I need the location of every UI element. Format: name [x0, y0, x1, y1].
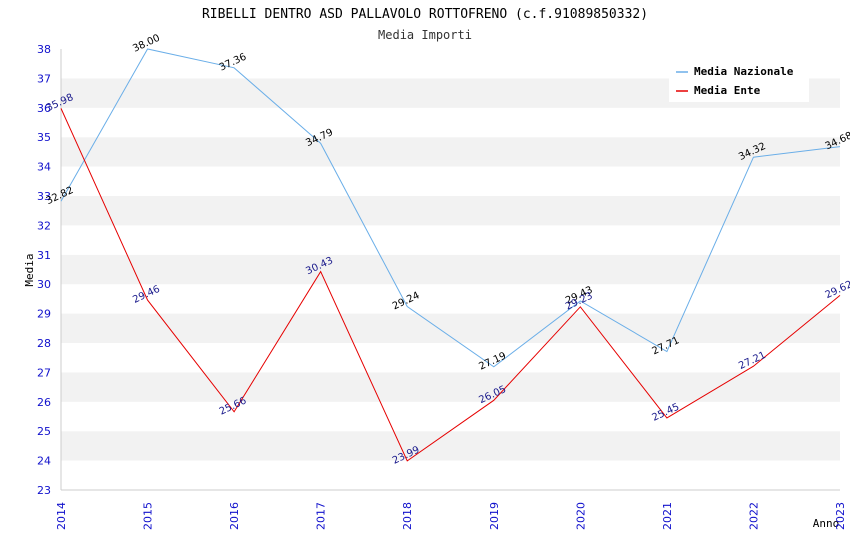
- legend-label-media-ente: Media Ente: [694, 84, 761, 97]
- y-tick-label: 33: [37, 190, 51, 203]
- grid-band: [61, 372, 840, 402]
- grid-band: [61, 254, 840, 285]
- y-tick-label: 36: [37, 102, 51, 115]
- y-tick-label: 28: [37, 337, 51, 350]
- grid-band: [61, 225, 840, 255]
- y-tick-label: 29: [37, 308, 51, 321]
- x-tick-label: 2015: [142, 502, 155, 530]
- grid-band: [61, 401, 840, 432]
- y-tick-label: 37: [37, 72, 51, 85]
- grid-band: [61, 284, 840, 314]
- x-axis-label: Anno: [813, 517, 840, 530]
- y-tick-label: 26: [37, 396, 51, 409]
- y-tick-label: 25: [37, 425, 51, 438]
- x-tick-label: 2020: [574, 502, 587, 530]
- legend-box: [669, 62, 809, 102]
- y-tick-label: 35: [37, 131, 51, 144]
- grid-band: [61, 107, 840, 138]
- x-tick-label: 2022: [747, 502, 760, 530]
- x-tick-label: 2019: [488, 502, 501, 530]
- y-axis-label: Media: [23, 253, 36, 286]
- series-lines: [60, 48, 841, 462]
- grid-band: [61, 313, 840, 343]
- grid-band: [61, 343, 840, 373]
- chart-title: RIBELLI DENTRO ASD PALLAVOLO ROTTOFRENO …: [202, 7, 648, 22]
- legend-label-media-nazionale: Media Nazionale: [694, 65, 794, 78]
- y-tick-label: 30: [37, 278, 51, 291]
- x-tick-label: 2018: [401, 502, 414, 530]
- x-tick-label: 2014: [55, 502, 68, 530]
- grid-band: [61, 460, 840, 490]
- grid-band: [61, 137, 840, 167]
- grid-band: [61, 196, 840, 226]
- y-tick-label: 27: [37, 366, 51, 379]
- y-tick-label: 23: [37, 484, 51, 497]
- series-line-media-ente: [60, 108, 841, 462]
- chart-subtitle: Media Importi: [378, 28, 472, 42]
- y-tick-label: 31: [37, 249, 51, 262]
- x-tick-labels: 2014 2015 2016 2017 2018 2019 2020 2021 2022 2023: [55, 502, 847, 530]
- y-tick-labels: 23 24 25 26 27 28 29 30 31 32 33 34 35 36 37 38: [37, 43, 51, 497]
- y-tick-label: 34: [37, 161, 51, 174]
- grid-band: [61, 166, 840, 196]
- y-tick-label: 38: [37, 43, 51, 56]
- grid-bands: [61, 49, 840, 490]
- x-tick-label: 2021: [661, 502, 674, 530]
- grid-band: [61, 431, 840, 461]
- y-tick-label: 32: [37, 219, 51, 232]
- x-tick-label: 2016: [228, 502, 241, 530]
- x-tick-label: 2017: [315, 502, 328, 530]
- series-line-media-nazionale: [60, 48, 841, 368]
- y-tick-label: 24: [37, 455, 51, 468]
- legend: Media Nazionale Media Ente: [669, 62, 809, 102]
- x-tick-label: 2023: [834, 502, 847, 530]
